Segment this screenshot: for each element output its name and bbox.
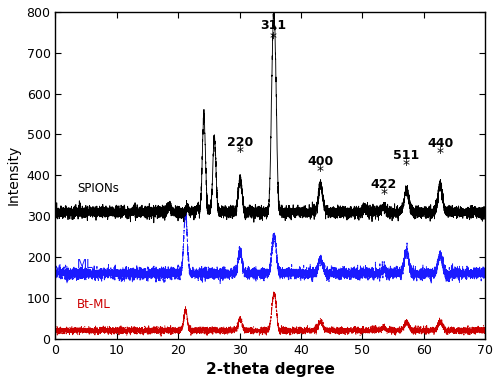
Text: *: * xyxy=(270,31,277,45)
Text: Bt-ML: Bt-ML xyxy=(77,298,110,311)
Text: *: * xyxy=(403,159,410,172)
Text: *: * xyxy=(380,187,388,201)
Text: *: * xyxy=(236,145,244,159)
Text: 311: 311 xyxy=(260,18,286,31)
Text: *: * xyxy=(317,164,324,178)
Text: 400: 400 xyxy=(308,155,334,168)
Text: *: * xyxy=(436,146,444,160)
Text: 220: 220 xyxy=(227,136,254,149)
Text: 440: 440 xyxy=(427,137,454,150)
Text: SPIONs: SPIONs xyxy=(77,182,118,195)
Text: 511: 511 xyxy=(394,149,419,162)
Text: 422: 422 xyxy=(370,178,397,191)
X-axis label: 2-theta degree: 2-theta degree xyxy=(206,362,334,377)
Y-axis label: Intensity: Intensity xyxy=(7,145,21,205)
Text: ML: ML xyxy=(77,258,94,271)
